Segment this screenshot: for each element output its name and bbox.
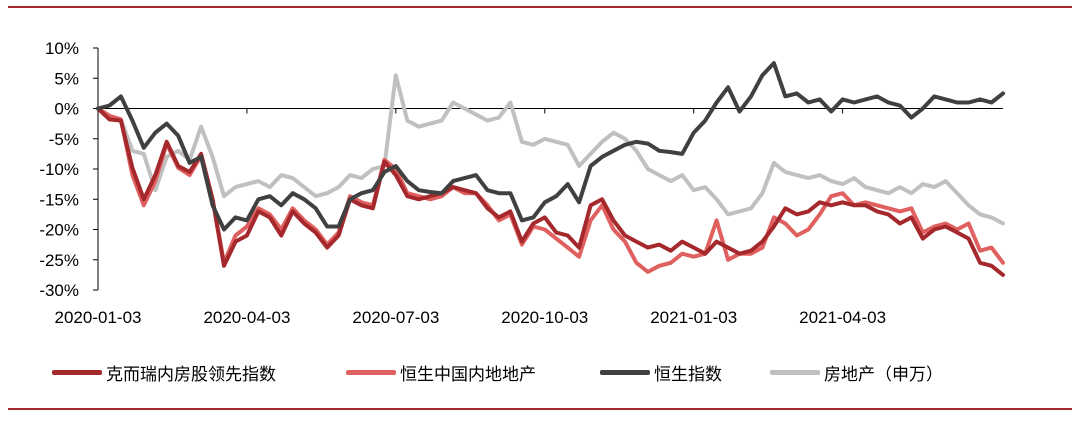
y-tick-label: -15%	[39, 190, 79, 209]
y-tick-label: -20%	[39, 221, 79, 240]
legend: 克而瑞内房股领先指数 恒生中国内地地产 恒生指数 房地产（申万）	[0, 352, 1080, 392]
series-line-3	[96, 73, 1005, 226]
series-line-2	[96, 61, 1005, 232]
legend-item-hsi: 恒生指数	[600, 352, 722, 392]
x-axis: 2020-01-03 2020-04-03 2020-07-03 2020-10-03…	[55, 108, 1003, 327]
x-tick-label: 2020-01-03	[55, 308, 142, 327]
legend-swatch-kerui	[52, 369, 102, 375]
y-tick-label: 10%	[45, 39, 79, 58]
y-tick-label: -30%	[39, 281, 79, 300]
legend-item-hs-mainland-property: 恒生中国内地地产	[346, 352, 536, 392]
y-tick-label: -5%	[49, 130, 79, 149]
x-tick-label: 2021-04-03	[799, 308, 886, 327]
y-tick-label: -10%	[39, 160, 79, 179]
legend-swatch-sw-real-estate	[770, 369, 820, 375]
legend-label-hs-mainland-property: 恒生中国内地地产	[400, 364, 536, 385]
series-line-0	[96, 106, 1005, 277]
line-chart: 10% 5% 0% -5% -10% -15% -20% -25% -30% 2020-01-0…	[39, 39, 1005, 327]
top-rule	[8, 6, 1072, 8]
series-lines	[96, 61, 1005, 277]
legend-item-kerui: 克而瑞内房股领先指数	[52, 352, 276, 392]
y-axis: 10% 5% 0% -5% -10% -15% -20% -25% -30%	[39, 39, 99, 300]
legend-label-sw-real-estate: 房地产（申万）	[824, 364, 943, 385]
legend-swatch-hsi	[600, 369, 650, 375]
x-tick-label: 2020-04-03	[203, 308, 290, 327]
x-tick-label: 2021-01-03	[650, 308, 737, 327]
y-tick-label: 5%	[54, 69, 79, 88]
legend-label-kerui: 克而瑞内房股领先指数	[106, 364, 276, 385]
y-tick-label: -25%	[39, 251, 79, 270]
y-tick-label: 0%	[54, 100, 79, 119]
bottom-rule	[8, 408, 1072, 410]
legend-label-hsi: 恒生指数	[654, 364, 722, 385]
x-tick-label: 2020-07-03	[352, 308, 439, 327]
legend-item-sw-real-estate: 房地产（申万）	[770, 352, 943, 392]
legend-swatch-hs-mainland-property	[346, 369, 396, 375]
x-tick-label: 2020-10-03	[501, 308, 588, 327]
